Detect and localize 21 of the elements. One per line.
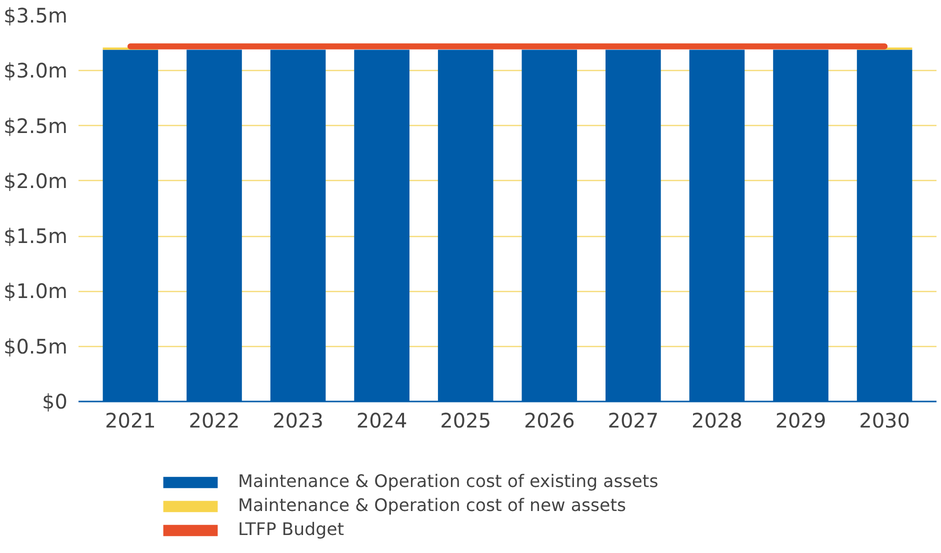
y-tick-label: $3.5m <box>3 4 68 28</box>
x-tick-label: 2023 <box>272 408 324 432</box>
x-tick-label: 2030 <box>859 408 910 432</box>
y-tick-label: $2.0m <box>3 168 68 193</box>
legend-label: LTFP Budget <box>238 520 344 540</box>
legend-label: Maintenance & Operation cost of new assets <box>238 496 626 516</box>
x-tick-label: 2026 <box>524 408 575 432</box>
y-tick-label: $1.0m <box>3 279 68 304</box>
x-tick-label: 2024 <box>356 408 408 432</box>
x-tick-label: 2022 <box>188 408 240 432</box>
y-tick-label: $1.5m <box>3 224 68 248</box>
y-tick-label: $0 <box>42 390 68 414</box>
x-tick-label: 2025 <box>440 408 492 432</box>
x-tick-label: 2029 <box>775 408 826 432</box>
y-tick-label: $2.5m <box>3 114 68 138</box>
x-tick-label: 2028 <box>692 408 742 432</box>
x-tick-label: 2027 <box>608 408 659 432</box>
y-tick-label: $3.0m <box>3 58 68 83</box>
legend-label: Maintenance & Operation cost of existing assets <box>238 472 658 492</box>
y-tick-label: $0.5m <box>3 334 68 358</box>
x-tick-label: 2021 <box>105 408 156 432</box>
